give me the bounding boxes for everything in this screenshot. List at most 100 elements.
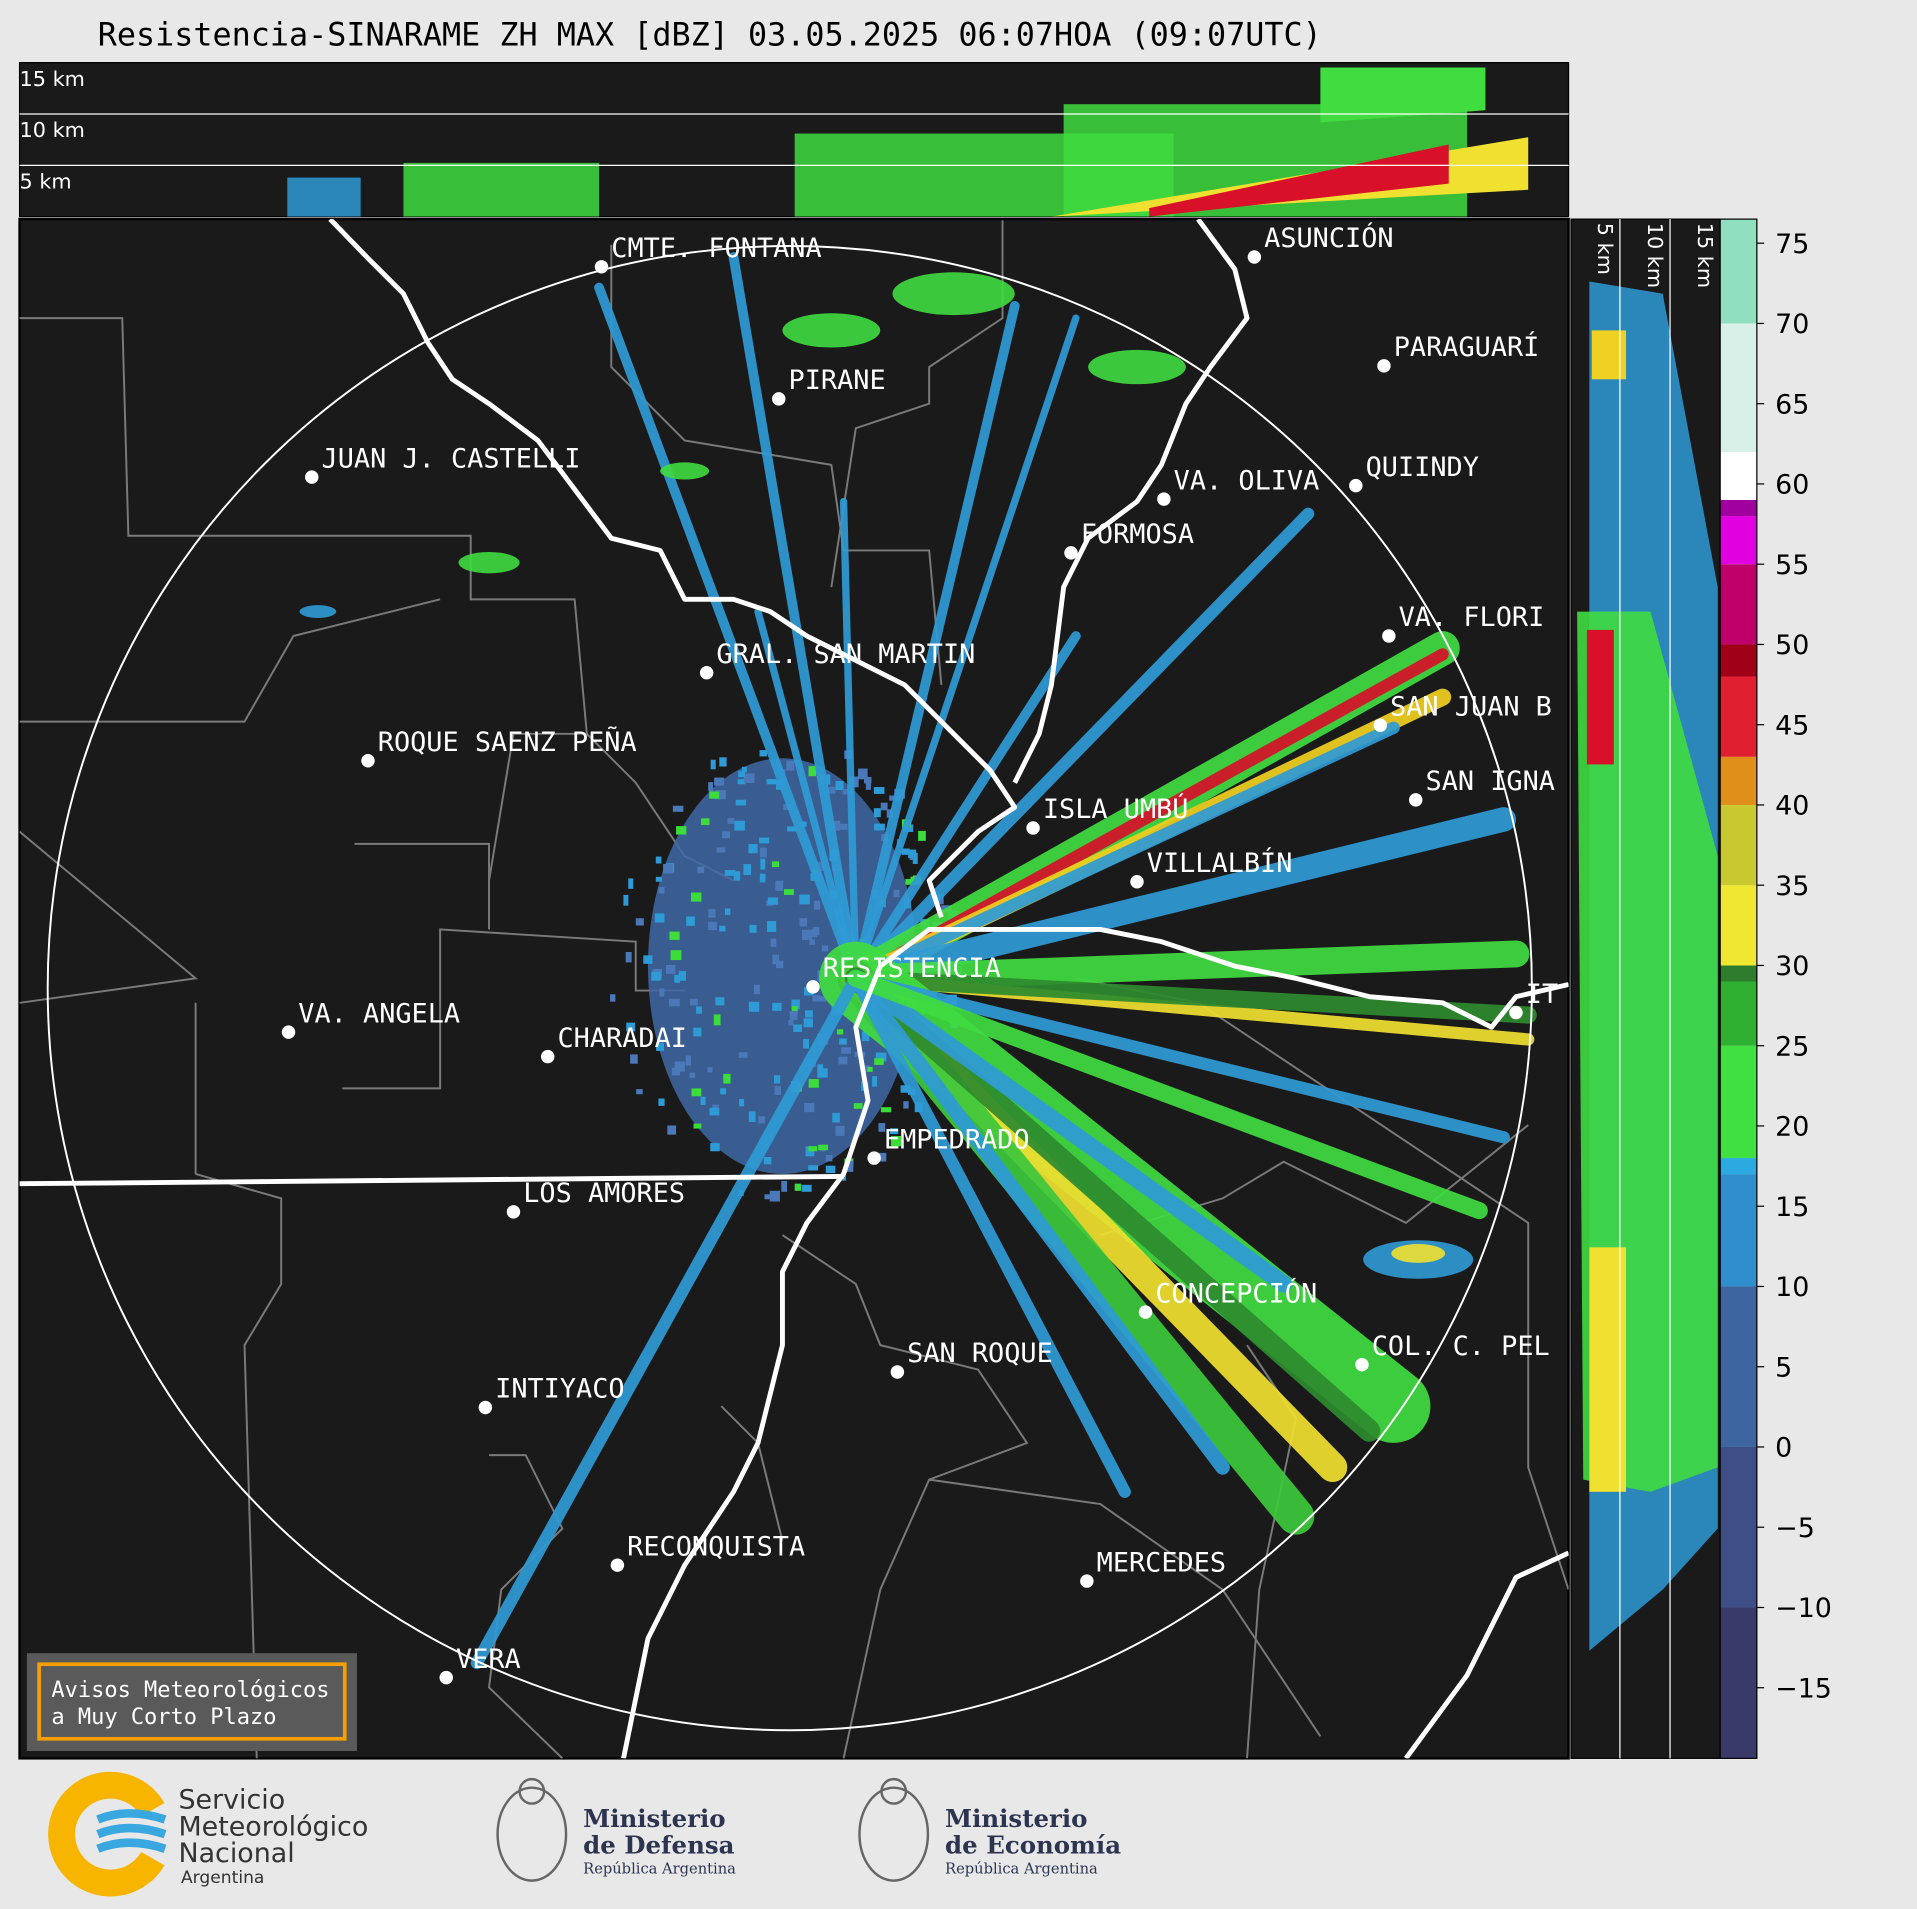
echo-pixel	[709, 1107, 720, 1116]
echo-pixel	[788, 1020, 794, 1026]
city-dot	[506, 1205, 521, 1219]
city-dot	[1064, 546, 1078, 560]
city-dot	[540, 1049, 555, 1064]
echo-pixel	[707, 1067, 713, 1073]
echo-pixel	[861, 1031, 870, 1042]
echo-pixel	[853, 1103, 863, 1109]
echo-pixel	[739, 1099, 745, 1107]
city-label: PIRANE	[789, 365, 886, 396]
echo-pixel	[715, 997, 725, 1006]
echo-section	[1586, 629, 1614, 765]
colorbar-tick-label: 60	[1775, 470, 1809, 501]
height-label: 15 km	[20, 67, 85, 91]
echo-pixel	[858, 768, 868, 780]
echo-pixel	[708, 909, 716, 918]
echo-pixel	[676, 826, 687, 835]
echo-pixel	[738, 770, 745, 778]
echo-pixel	[727, 818, 735, 824]
echo-cell	[782, 313, 881, 348]
colorbar-segment	[1720, 1045, 1757, 1159]
echo-pixel	[670, 950, 682, 961]
echo-pixel	[775, 880, 784, 891]
echo-cell	[1088, 349, 1186, 385]
title: Resistencia-SINARAME ZH MAX [dBZ] 03.05.…	[98, 18, 1322, 54]
echo-pixel	[690, 892, 702, 902]
echo-pixel	[817, 861, 825, 871]
echo-pixel	[685, 1055, 692, 1066]
city-dot	[1080, 1574, 1094, 1588]
colorbar-frame	[1719, 218, 1758, 1759]
echo-pixel	[772, 954, 780, 965]
echo-pixel	[720, 1088, 727, 1095]
echo-pixel	[758, 1116, 766, 1124]
echo-pixel	[808, 1146, 818, 1152]
colorbar-segment	[1720, 644, 1757, 677]
city-label: LOS AMORES	[523, 1178, 685, 1209]
colorbar-tick-label: 30	[1775, 951, 1809, 982]
city-label: VERA	[456, 1644, 521, 1675]
echo-ray	[847, 969, 1293, 1293]
city-dot	[1130, 875, 1144, 889]
echo-pixel	[764, 1194, 771, 1200]
echo-pixel	[655, 856, 662, 864]
echo-pixel	[628, 878, 634, 889]
echo-pixel	[767, 897, 779, 905]
echo-pixel	[697, 866, 705, 874]
colorbar-segment	[1720, 219, 1757, 324]
colorbar-tick-label: 55	[1775, 550, 1809, 581]
echo-pixel	[838, 1056, 848, 1065]
echo-section	[403, 162, 600, 217]
echo-pixel	[812, 995, 822, 1002]
city-label: VA. ANGELA	[298, 998, 460, 1029]
colorbar-segment	[1720, 965, 1757, 982]
echo-pixel	[630, 1054, 638, 1064]
city-dot	[305, 470, 319, 484]
echo-ray	[848, 971, 1230, 1475]
echo-pixel	[654, 913, 665, 923]
echo-pixel	[771, 861, 780, 868]
range-ring	[46, 245, 1533, 1732]
echo-ray	[844, 967, 1381, 1442]
echo-ray	[839, 497, 860, 983]
echo-pixel	[623, 894, 629, 906]
border	[194, 928, 685, 1174]
height-label: 10 km	[1643, 223, 1667, 288]
echo-pixel	[912, 853, 918, 864]
river	[621, 965, 883, 1759]
border	[19, 317, 734, 882]
colorbar-segment	[1720, 564, 1757, 645]
colorbar-segment	[1720, 1174, 1757, 1287]
echo-pixel	[874, 1058, 884, 1065]
echo-pixel	[874, 823, 885, 831]
echo-ray	[850, 631, 1081, 984]
border	[781, 1234, 1029, 1759]
border	[354, 732, 587, 930]
city-dot	[1138, 1305, 1153, 1319]
colorbar-segment	[1720, 1607, 1757, 1759]
echo-pixel	[808, 1165, 819, 1171]
city-dot	[478, 1400, 493, 1415]
echo-pixel	[783, 889, 794, 895]
colorbar-tick-label: 45	[1775, 710, 1809, 741]
city-label: INTIYACO	[495, 1374, 624, 1405]
warning-box	[26, 1653, 357, 1752]
echo-ray	[852, 314, 1080, 983]
echo-pixel	[918, 830, 926, 841]
city-label: GRAL. SAN MARTIN	[716, 639, 975, 670]
colorbar-tick-label: 75	[1775, 229, 1809, 260]
border	[929, 1478, 1322, 1737]
echo-pixel	[827, 786, 836, 794]
echo-ray	[842, 940, 1530, 992]
echo-ray	[850, 301, 1020, 984]
echo-pixel	[793, 1024, 803, 1032]
echo-pixel	[651, 971, 661, 981]
echo-pixel	[873, 787, 885, 794]
echo-pixel	[719, 757, 727, 767]
echo-pixel	[766, 779, 777, 785]
city-label: VA. OLIVA	[1174, 465, 1320, 496]
colorbar-segment	[1720, 1446, 1757, 1608]
city-label: FORMOSA	[1081, 519, 1194, 550]
shield-icon	[496, 1777, 930, 1882]
echo-pixel	[787, 826, 797, 832]
echo-pixel	[693, 1027, 702, 1037]
